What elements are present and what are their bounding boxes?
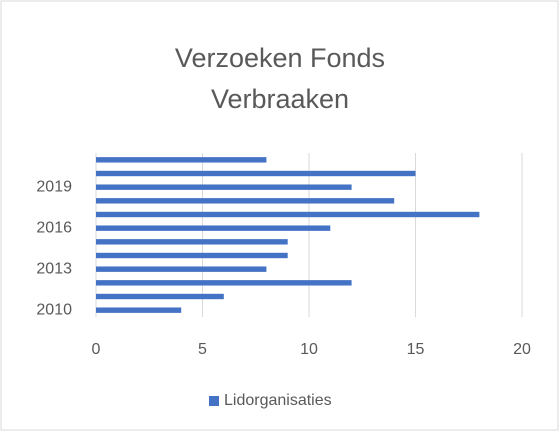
y-tick-label: 2013 (36, 260, 72, 277)
bar (96, 266, 267, 272)
bar (96, 184, 352, 190)
chart-title: Verzoeken Fonds Verbraaken (174, 43, 386, 114)
bar (96, 198, 395, 204)
x-tick-label: 5 (198, 341, 207, 358)
bar (96, 225, 331, 231)
x-tick-label: 15 (407, 341, 425, 358)
bar (96, 307, 182, 313)
bar (96, 293, 224, 300)
legend-label: Lidorganisaties (224, 392, 332, 409)
bar (96, 239, 288, 245)
bar (96, 280, 352, 286)
y-tick-label: 2010 (36, 301, 72, 318)
bar (96, 170, 416, 177)
bar (96, 157, 267, 163)
y-tick-label: 2016 (36, 219, 72, 236)
bar (96, 211, 480, 218)
legend-swatch (209, 396, 219, 406)
y-tick-label: 2019 (36, 178, 72, 195)
bar (96, 252, 288, 259)
x-tick-label: 20 (513, 341, 531, 358)
x-tick-label: 10 (300, 341, 318, 358)
x-tick-label: 0 (92, 341, 101, 358)
